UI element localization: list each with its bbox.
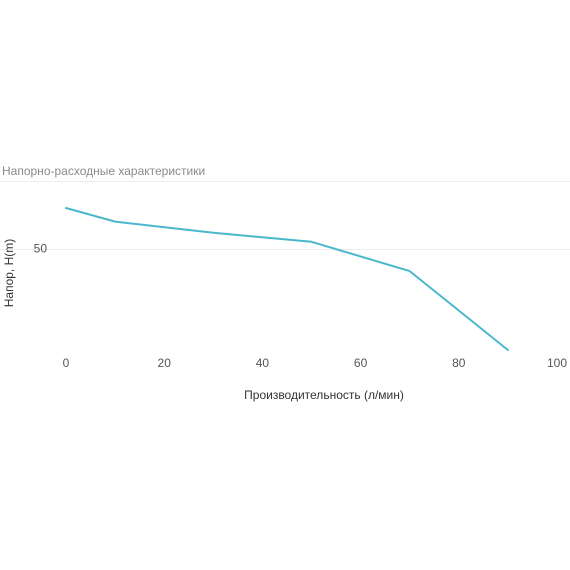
x-tick-label: 80 bbox=[452, 356, 466, 370]
chart-title: Напорно-расходные характеристики bbox=[2, 164, 205, 178]
x-axis-label: Производительность (л/мин) bbox=[244, 388, 404, 402]
y-axis-ticks: 50 bbox=[34, 242, 48, 256]
series-line bbox=[65, 207, 509, 351]
y-tick-label: 50 bbox=[34, 242, 48, 256]
y-axis-label: Напор, H(m) bbox=[2, 239, 16, 308]
x-tick-label: 40 bbox=[256, 356, 270, 370]
series-layer bbox=[65, 207, 509, 351]
x-tick-label: 100 bbox=[547, 356, 567, 370]
x-tick-label: 0 bbox=[63, 356, 70, 370]
x-tick-label: 60 bbox=[354, 356, 368, 370]
x-axis-ticks: 0 20 40 60 80 100 bbox=[63, 356, 568, 370]
x-tick-label: 20 bbox=[158, 356, 172, 370]
grid-lines bbox=[0, 181, 570, 250]
